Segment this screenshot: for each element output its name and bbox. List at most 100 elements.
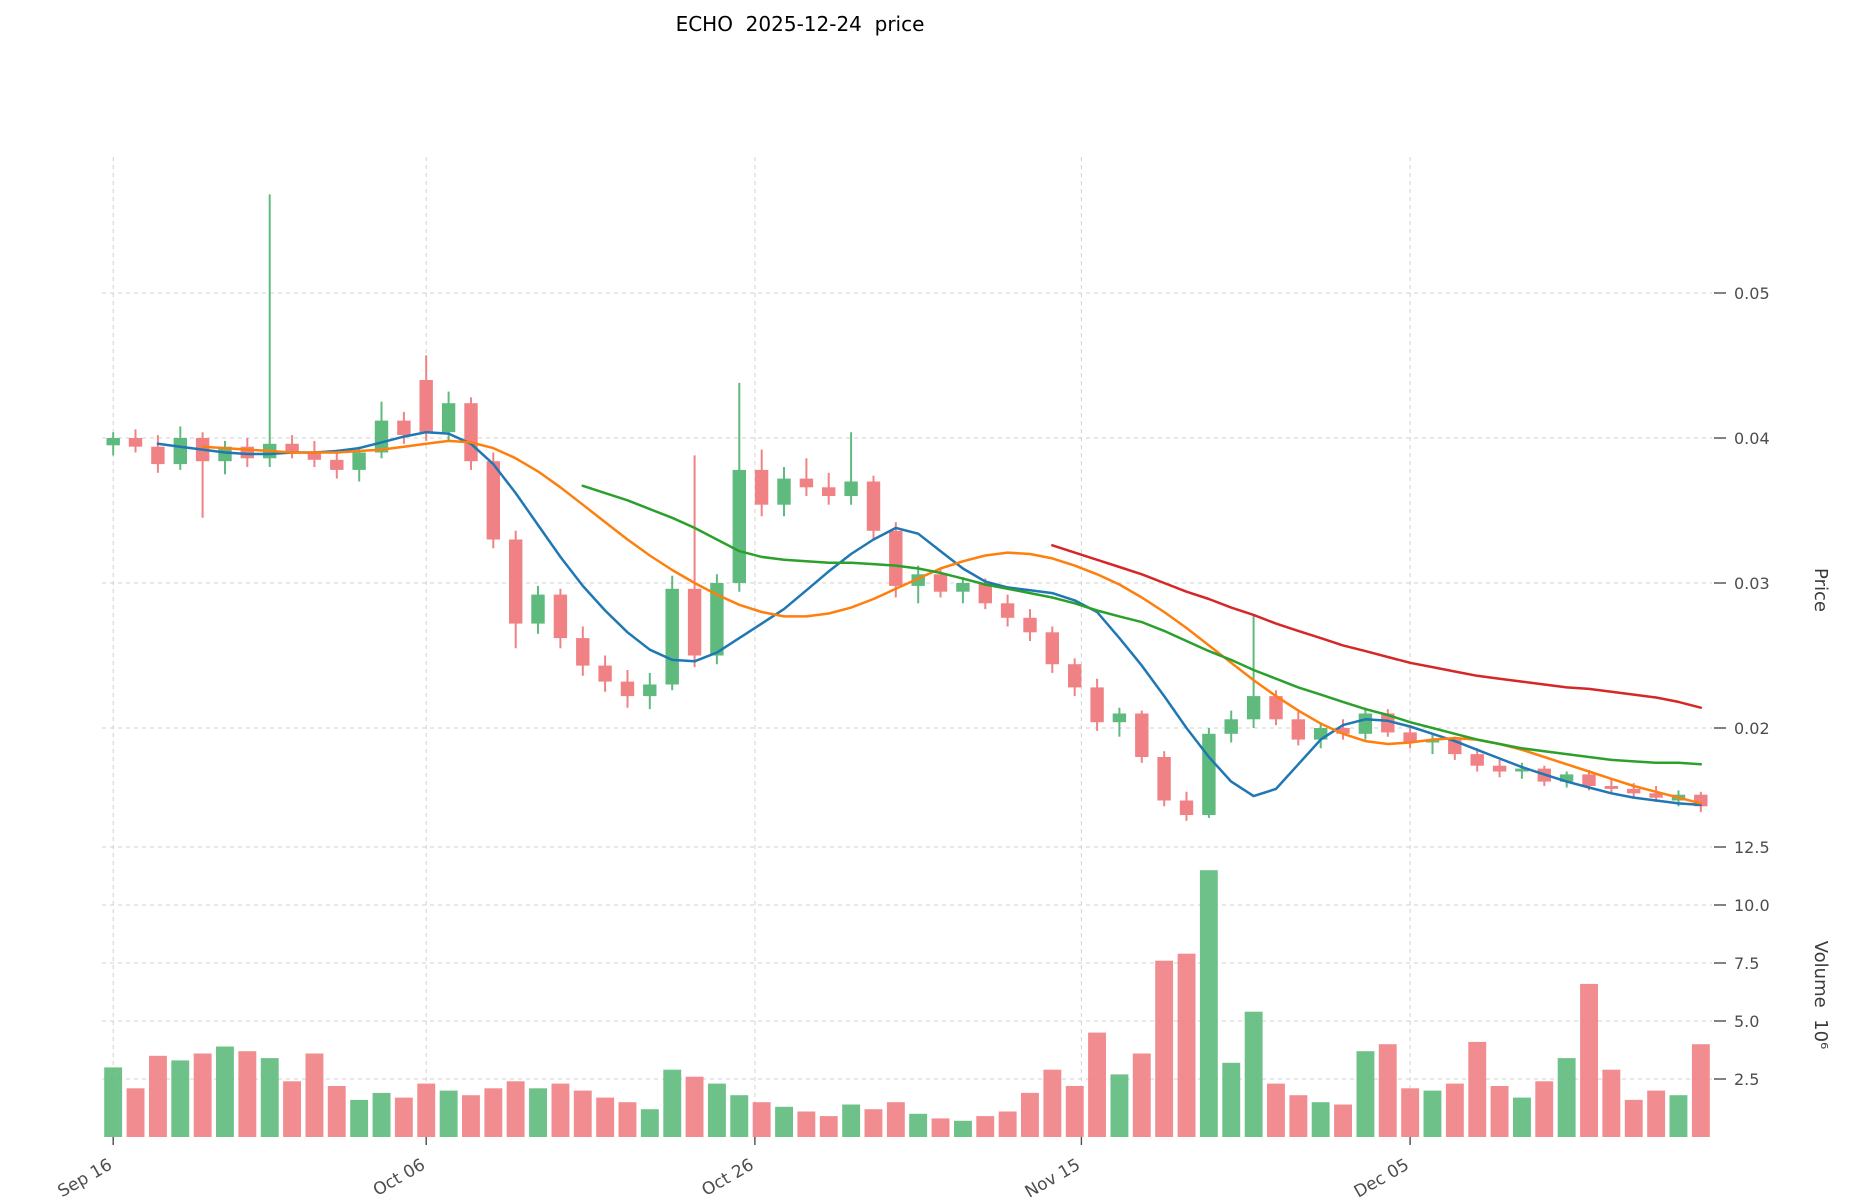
date-tick-labels: Sep 16 Oct 06 Oct 26 Nov 15 Dec 05: [55, 1137, 1413, 1202]
volume-bar: [372, 1092, 391, 1137]
price-axis-title: Price: [1810, 568, 1831, 612]
candle-body: [106, 438, 120, 446]
candle-body: [1403, 732, 1417, 743]
candle-body: [307, 452, 322, 460]
candle-body: [486, 461, 500, 540]
volume-tick-label: 5.0: [1734, 1012, 1759, 1031]
volume-bar: [1557, 1058, 1576, 1137]
candle-body: [1627, 788, 1641, 794]
volume-bar: [260, 1058, 279, 1137]
volume-bar: [149, 1055, 167, 1137]
date-tick-label: Nov 15: [1022, 1155, 1084, 1202]
date-tick-label: Dec 05: [1351, 1155, 1413, 1202]
candle-body: [799, 478, 814, 488]
volume-bar: [216, 1046, 234, 1137]
volume-bar: [439, 1090, 458, 1137]
volume-bar: [998, 1111, 1017, 1137]
volume-bar: [730, 1095, 749, 1137]
volume-bar: [596, 1097, 615, 1137]
volume-bar: [640, 1109, 659, 1137]
candle-body: [151, 446, 165, 465]
volume-bar: [1155, 960, 1174, 1137]
volume-bar: [283, 1081, 301, 1137]
candle-body: [576, 638, 590, 666]
candle-body: [643, 684, 657, 697]
volume-bar: [1356, 1051, 1375, 1137]
volume-bar: [1334, 1104, 1352, 1137]
volume-bar: [506, 1081, 525, 1137]
candle-body: [509, 539, 523, 624]
volume-bar: [797, 1111, 816, 1137]
candle-body: [866, 481, 881, 531]
volume-bar: [1602, 1069, 1621, 1137]
volume-bar: [1244, 1011, 1263, 1137]
volume-bar: [305, 1053, 324, 1137]
candle-body: [911, 574, 925, 586]
volume-bar: [1669, 1095, 1688, 1137]
volume-bar: [417, 1083, 436, 1137]
volume-tick-label: 7.5: [1734, 954, 1759, 973]
candle-body: [374, 420, 389, 453]
candle-body: [1559, 774, 1574, 782]
volume-bar: [1423, 1090, 1442, 1137]
volume-bar: [1222, 1062, 1241, 1137]
candle-body: [1336, 728, 1350, 734]
volume-bar: [976, 1116, 995, 1137]
volume-bar: [1624, 1099, 1643, 1137]
candle-body: [352, 452, 366, 470]
volume-axis-title: Volume 10⁶: [1810, 940, 1831, 1050]
volume-bar: [931, 1118, 950, 1137]
candle-body: [1090, 687, 1104, 723]
candle-body: [1135, 713, 1149, 757]
moving-average-layer: [156, 430, 1703, 807]
candle-body: [531, 594, 545, 624]
volume-bar: [1199, 870, 1218, 1137]
volume-bar: [1691, 1044, 1710, 1137]
candle-body: [285, 443, 299, 453]
candle-body: [464, 403, 478, 462]
volume-tick-label: 12.5: [1734, 838, 1770, 857]
volume-bar: [1647, 1090, 1666, 1137]
volume-bar: [864, 1109, 883, 1137]
candle-body: [687, 588, 702, 656]
volume-bar: [1535, 1081, 1554, 1137]
volume-bar: [685, 1076, 704, 1137]
date-tick-label: Oct 26: [699, 1155, 758, 1201]
candle-body: [330, 459, 344, 470]
candles-layer: [106, 194, 1708, 821]
volume-tick-label: 2.5: [1734, 1070, 1759, 1089]
volume-bar: [1021, 1092, 1039, 1137]
candle-body: [1291, 719, 1305, 740]
candle-body: [1381, 713, 1395, 733]
candle-body: [1649, 793, 1663, 798]
candle-body: [777, 478, 791, 505]
volume-bar: [238, 1051, 257, 1137]
candle-body: [1269, 696, 1283, 720]
volume-bar: [708, 1083, 726, 1137]
volume-bar: [1513, 1097, 1531, 1137]
candle-body: [1068, 664, 1082, 688]
candle-body: [1314, 728, 1328, 740]
date-tick-label: Sep 16: [55, 1155, 116, 1202]
volume-bar: [1267, 1083, 1285, 1137]
candle-body: [1694, 794, 1708, 807]
volume-bar: [529, 1088, 547, 1137]
candle-body: [1604, 786, 1619, 789]
candle-body: [1582, 774, 1596, 786]
candle-body: [1492, 765, 1507, 772]
volume-bar: [1490, 1086, 1509, 1137]
volume-bar: [551, 1083, 570, 1137]
date-tick-label: Oct 06: [370, 1155, 429, 1201]
candle-body: [441, 403, 456, 433]
volume-bar: [394, 1097, 413, 1137]
volume-bar: [886, 1102, 905, 1137]
volume-bar: [350, 1099, 369, 1137]
candle-body: [1157, 757, 1171, 801]
volume-bar: [1110, 1074, 1129, 1137]
grid-layer: [102, 157, 1712, 1137]
volume-bar: [752, 1102, 771, 1137]
candle-body: [933, 574, 948, 592]
volume-bar: [1311, 1102, 1330, 1137]
volume-bar: [126, 1088, 145, 1137]
